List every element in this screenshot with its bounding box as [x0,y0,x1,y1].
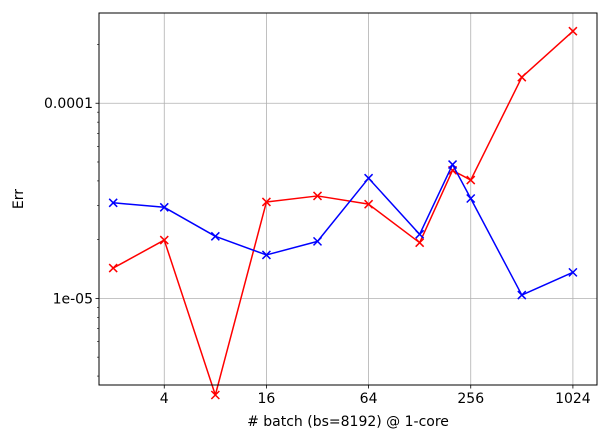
series-1-point [159,235,169,245]
y-axis-label: Err [11,189,27,209]
series-1-point [415,238,425,248]
series-2-point [312,236,323,246]
marker-stroke [312,191,323,201]
marker-stroke [108,198,118,208]
series-1-point [108,263,118,273]
marker-stroke [568,26,578,36]
marker-stroke [364,199,374,209]
series-layer [108,26,578,400]
plot-frame [98,12,598,386]
marker-stroke [415,229,425,239]
series-2-point [568,267,578,277]
series-1-point [568,26,578,36]
series-2-point [415,229,425,239]
series-1-point [261,197,271,207]
marker-stroke [261,197,271,207]
marker-stroke [108,263,118,273]
marker-stroke [466,193,476,204]
series-2-point [517,290,527,300]
series-2-point [210,231,220,241]
marker-stroke [364,173,374,183]
series-2-point [108,198,118,208]
series-2-point [364,173,374,183]
x-tick-label: 1024 [555,391,591,407]
series-2-point [466,193,476,204]
marker-stroke [415,238,425,248]
series-1-point [466,175,476,185]
series-1-point [312,191,323,201]
marker-stroke [517,72,527,82]
series-2-point [159,202,169,212]
marker-stroke [261,250,271,260]
x-tick-label: 256 [457,391,484,407]
series-1-point [210,390,220,400]
x-tick-label: 64 [360,391,378,407]
y-tick-label: 0.0001 [44,96,93,112]
ticks: 4 16 64 256 1024 1e-05 0.0001 [44,44,591,407]
x-tick-label: 4 [160,391,169,407]
series-1-point [364,199,374,209]
series-2-point [448,160,458,170]
series-1-point [517,72,527,82]
y-tick-label: 1e-05 [53,291,93,307]
marker-stroke [448,160,458,170]
marker-stroke [210,390,220,400]
marker-stroke [466,175,476,185]
marker-stroke [312,236,323,246]
marker-stroke [159,235,169,245]
marker-stroke [517,290,527,300]
series-2-point [261,250,271,260]
grid [99,13,597,385]
marker-stroke [210,231,220,241]
marker-stroke [568,267,578,277]
x-tick-label: 16 [258,391,276,407]
marker-stroke [159,202,169,212]
x-axis-label: # batch (bs=8192) @ 1-core [247,414,449,430]
